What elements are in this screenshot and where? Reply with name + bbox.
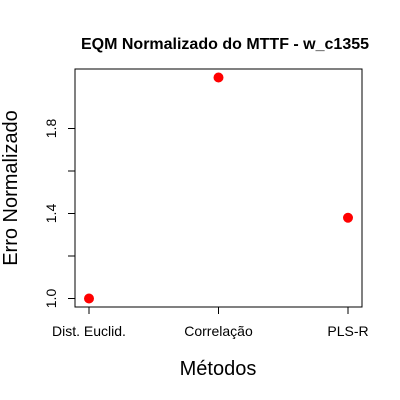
y-tick-label: 1.4 bbox=[43, 204, 59, 224]
y-axis-label: Erro Normalizado bbox=[0, 110, 22, 266]
data-point-correla-o bbox=[213, 72, 224, 83]
data-point-pls-r bbox=[343, 212, 353, 223]
data-point-dist-euclid bbox=[84, 293, 94, 304]
x-axis: Dist. Euclid. Correlação PLS-R bbox=[52, 306, 369, 339]
x-tick-label: PLS-R bbox=[327, 323, 368, 339]
x-tick-label: Correlação bbox=[184, 323, 253, 339]
x-axis-label: Métodos bbox=[180, 358, 257, 380]
y-tick-label: 1.8 bbox=[43, 119, 59, 139]
chart-title: EQM Normalizado do MTTF - w_c1355 bbox=[81, 36, 369, 53]
x-tick-label: Dist. Euclid. bbox=[52, 323, 126, 339]
plot-box bbox=[74, 68, 363, 308]
y-axis: 1.0 1.4 1.8 bbox=[43, 119, 76, 309]
y-tick-label: 1.0 bbox=[43, 289, 59, 309]
data-points bbox=[84, 72, 353, 304]
